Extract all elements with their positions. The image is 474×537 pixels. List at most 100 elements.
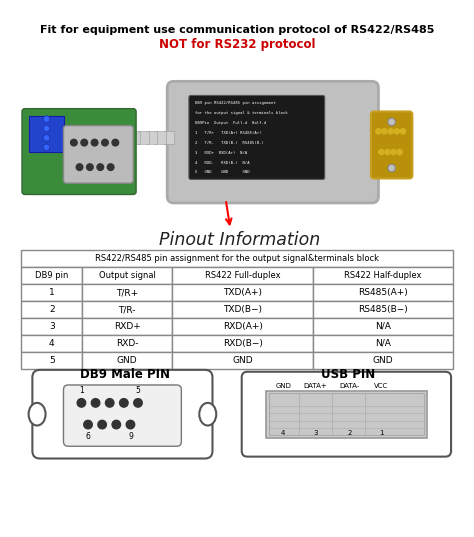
Text: RS422 Half-duplex: RS422 Half-duplex bbox=[345, 271, 422, 280]
Text: 4: 4 bbox=[281, 430, 285, 436]
Bar bbox=[313, 284, 453, 301]
Text: GND: GND bbox=[275, 383, 291, 389]
Text: VCC: VCC bbox=[374, 383, 388, 389]
Circle shape bbox=[102, 139, 108, 146]
Bar bbox=[172, 301, 313, 318]
Circle shape bbox=[71, 139, 77, 146]
Bar bbox=[266, 390, 427, 438]
FancyBboxPatch shape bbox=[64, 126, 133, 183]
Circle shape bbox=[81, 139, 88, 146]
Bar bbox=[172, 267, 313, 284]
Circle shape bbox=[126, 420, 135, 429]
Text: DB9Pin  Output  Full-d  Half-d: DB9Pin Output Full-d Half-d bbox=[194, 121, 266, 125]
Circle shape bbox=[401, 129, 406, 134]
Bar bbox=[21, 284, 82, 301]
Text: RS485(A+): RS485(A+) bbox=[358, 288, 408, 297]
Text: RXD(B−): RXD(B−) bbox=[223, 339, 263, 348]
Text: Pinout Information: Pinout Information bbox=[159, 231, 320, 249]
Text: 3: 3 bbox=[49, 322, 55, 331]
Text: DB9 Male PIN: DB9 Male PIN bbox=[80, 368, 170, 381]
Circle shape bbox=[112, 139, 118, 146]
Text: T/R-: T/R- bbox=[118, 305, 136, 314]
Bar bbox=[82, 301, 172, 318]
Bar bbox=[21, 301, 82, 318]
Circle shape bbox=[98, 420, 106, 429]
Circle shape bbox=[119, 398, 128, 407]
Circle shape bbox=[382, 129, 387, 134]
Bar bbox=[172, 352, 313, 369]
FancyBboxPatch shape bbox=[28, 116, 64, 152]
Text: 1: 1 bbox=[379, 430, 383, 436]
Text: for the output signal & terminals block: for the output signal & terminals block bbox=[194, 111, 287, 115]
Text: 1   T/R+   TXD(A+) RS485(A+): 1 T/R+ TXD(A+) RS485(A+) bbox=[194, 131, 261, 135]
Text: TXD(A+): TXD(A+) bbox=[223, 288, 262, 297]
Circle shape bbox=[107, 164, 114, 170]
Bar bbox=[82, 284, 172, 301]
Circle shape bbox=[87, 164, 93, 170]
Text: TXD(B−): TXD(B−) bbox=[223, 305, 262, 314]
Text: N/A: N/A bbox=[375, 322, 391, 331]
Circle shape bbox=[379, 149, 384, 155]
Bar bbox=[82, 267, 172, 284]
Circle shape bbox=[77, 398, 86, 407]
Bar bbox=[21, 267, 82, 284]
Text: 9: 9 bbox=[128, 432, 133, 441]
Text: Fit for equipment use communication protocol of RS422/RS485: Fit for equipment use communication prot… bbox=[40, 25, 434, 35]
Text: 5: 5 bbox=[136, 386, 140, 395]
Text: 3   RXD+  RXD(A+)  N/A: 3 RXD+ RXD(A+) N/A bbox=[194, 150, 247, 155]
Text: GND: GND bbox=[117, 356, 137, 365]
Bar bbox=[172, 318, 313, 335]
Text: 4: 4 bbox=[49, 339, 55, 348]
Circle shape bbox=[394, 129, 400, 134]
Circle shape bbox=[134, 398, 142, 407]
Text: 3: 3 bbox=[313, 430, 318, 436]
Circle shape bbox=[376, 129, 381, 134]
Text: 5: 5 bbox=[49, 356, 55, 365]
Text: DATA+: DATA+ bbox=[303, 383, 327, 389]
Text: RXD-: RXD- bbox=[116, 339, 138, 348]
Text: DB9 pin: DB9 pin bbox=[35, 271, 68, 280]
Text: 1: 1 bbox=[79, 386, 84, 395]
Ellipse shape bbox=[199, 403, 216, 425]
Circle shape bbox=[43, 125, 50, 132]
Bar bbox=[82, 352, 172, 369]
Bar bbox=[313, 301, 453, 318]
FancyBboxPatch shape bbox=[96, 131, 107, 144]
Bar bbox=[21, 318, 82, 335]
FancyBboxPatch shape bbox=[121, 131, 132, 144]
Bar bbox=[172, 284, 313, 301]
FancyBboxPatch shape bbox=[146, 131, 158, 144]
Bar bbox=[21, 250, 453, 267]
Text: DB9 pin RS422/RS485 pin assignment: DB9 pin RS422/RS485 pin assignment bbox=[194, 101, 275, 105]
FancyBboxPatch shape bbox=[64, 385, 182, 446]
Text: GND: GND bbox=[373, 356, 393, 365]
Circle shape bbox=[112, 420, 120, 429]
Circle shape bbox=[385, 149, 390, 155]
Text: NOT for RS232 protocol: NOT for RS232 protocol bbox=[159, 38, 315, 51]
FancyBboxPatch shape bbox=[129, 131, 141, 144]
Text: Output signal: Output signal bbox=[99, 271, 155, 280]
FancyBboxPatch shape bbox=[112, 131, 124, 144]
Bar bbox=[313, 335, 453, 352]
Text: USB PIN: USB PIN bbox=[321, 368, 375, 381]
Text: 1: 1 bbox=[49, 288, 55, 297]
FancyBboxPatch shape bbox=[242, 372, 451, 456]
FancyBboxPatch shape bbox=[70, 131, 82, 144]
Text: RXD(A+): RXD(A+) bbox=[223, 322, 263, 331]
Circle shape bbox=[91, 139, 98, 146]
Bar bbox=[82, 335, 172, 352]
Text: RS422/RS485 pin assignment for the output signal&terminals block: RS422/RS485 pin assignment for the outpu… bbox=[95, 254, 379, 263]
Text: RS485(B−): RS485(B−) bbox=[358, 305, 408, 314]
Circle shape bbox=[76, 164, 83, 170]
Circle shape bbox=[388, 164, 395, 172]
Circle shape bbox=[388, 118, 395, 126]
Ellipse shape bbox=[28, 403, 46, 425]
FancyBboxPatch shape bbox=[79, 131, 90, 144]
Text: N/A: N/A bbox=[375, 339, 391, 348]
Circle shape bbox=[91, 398, 100, 407]
Text: 2: 2 bbox=[49, 305, 55, 314]
Text: T/R+: T/R+ bbox=[116, 288, 138, 297]
Bar bbox=[269, 394, 424, 435]
FancyBboxPatch shape bbox=[138, 131, 149, 144]
FancyBboxPatch shape bbox=[32, 370, 212, 459]
